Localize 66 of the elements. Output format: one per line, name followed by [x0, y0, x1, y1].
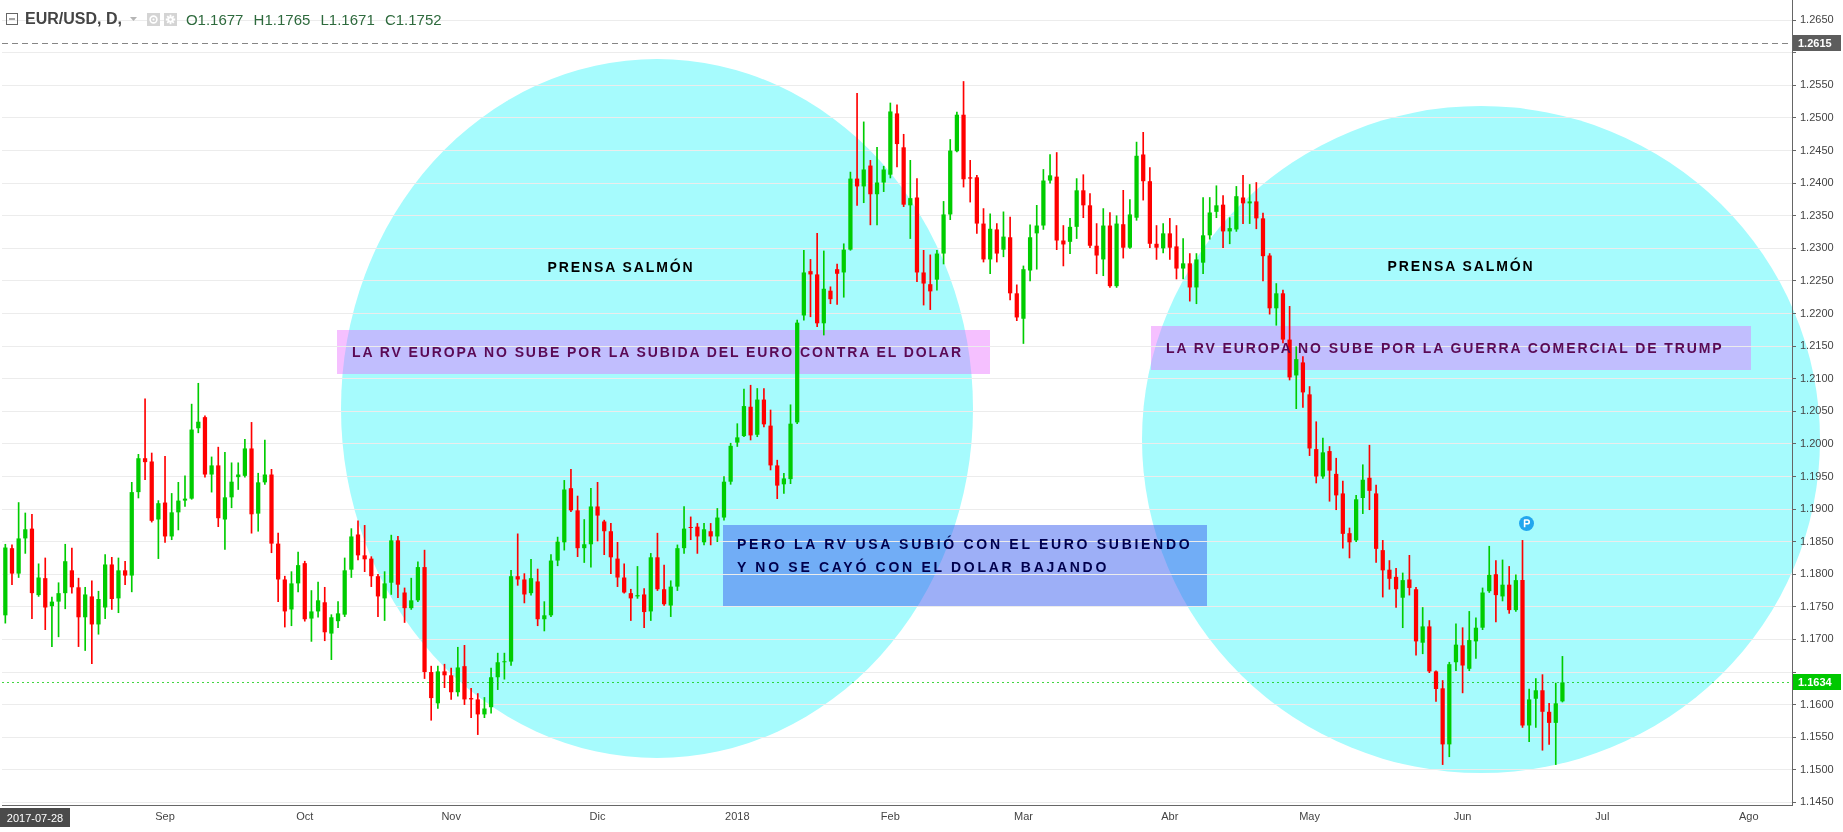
candlestick	[1247, 184, 1252, 224]
candlestick	[582, 519, 587, 563]
label-box: 2017-07-28	[0, 808, 70, 827]
candlestick	[908, 160, 913, 239]
candlestick	[928, 254, 933, 310]
candlestick	[409, 577, 414, 610]
candlestick	[1546, 702, 1552, 745]
candlestick	[122, 560, 128, 586]
candlestick	[1181, 238, 1186, 280]
ref-line-label: 1.2615	[1798, 36, 1832, 49]
x-tick-label: Ago	[1738, 809, 1759, 822]
x-tick-label: Jul	[1595, 809, 1610, 822]
candlestick	[735, 423, 740, 447]
candlestick	[861, 121, 866, 204]
candlestick	[834, 263, 840, 305]
y-tick-label: 1.2550	[1800, 78, 1834, 91]
y-tick-label: 1.1900	[1800, 502, 1834, 515]
y-tick-label: 1.2350	[1800, 208, 1834, 221]
y-tick-label: 1.2300	[1800, 241, 1834, 254]
y-tick-label: 1.2650	[1800, 13, 1834, 26]
candlestick	[182, 475, 188, 507]
y-tick-label: 1.1750	[1800, 599, 1834, 612]
text: EUR/USD, D,	[25, 10, 122, 28]
y-tick-label: 1.1950	[1800, 469, 1834, 482]
candlestick	[628, 588, 633, 621]
candlestick	[968, 160, 973, 203]
candlestick	[1553, 682, 1558, 765]
y-tick-label: 1.2500	[1800, 111, 1834, 124]
x-tick-label: Dic	[589, 809, 606, 822]
candlestick	[142, 398, 148, 481]
y-tick-label: 1.2000	[1800, 436, 1834, 449]
text: O1.1677 H1.1765 L1.1671 C1.1752	[185, 10, 442, 28]
y-tick-label: 1.1800	[1800, 567, 1834, 580]
x-tick-label: Feb	[880, 809, 900, 822]
candlestick	[1047, 154, 1053, 184]
candlestick	[1294, 346, 1299, 410]
candlestick	[708, 523, 713, 546]
y-tick-label: 1.2100	[1800, 371, 1834, 384]
x-tick-label: 2018	[725, 809, 750, 822]
y-tick-label: 1.2400	[1800, 176, 1834, 189]
candlestick	[542, 601, 547, 632]
y-tick-label: 1.1500	[1800, 762, 1834, 775]
y-tick-label: 1.2250	[1800, 273, 1834, 286]
candlestick	[222, 452, 228, 550]
y-tick-label: 1.1450	[1800, 795, 1834, 808]
x-tick-label: Jun	[1453, 809, 1472, 822]
y-tick-label: 1.2050	[1800, 404, 1834, 417]
x-tick-label: Oct	[296, 809, 314, 822]
annotation: PRENSA SALMÓN	[1387, 256, 1535, 276]
y-tick-label: 1.1600	[1800, 697, 1834, 710]
x-tick-label: Mar	[1013, 809, 1034, 822]
y-tick-label: 1.2150	[1800, 339, 1834, 352]
x-tick-label: Nov	[441, 809, 462, 822]
y-tick-label: 1.1700	[1800, 632, 1834, 645]
y-tick-label: 1.2450	[1800, 143, 1834, 156]
x-tick-label: May	[1299, 809, 1321, 822]
y-tick-label: 1.1850	[1800, 534, 1834, 547]
y-tick-label: 1.1550	[1800, 730, 1834, 743]
x-tick-label: Abr	[1161, 809, 1179, 822]
annotation: LA RV EUROPA NO SUBE POR LA SUBIDA DEL EURO CONTRA EL DOLAR	[352, 343, 963, 362]
candlestick	[688, 516, 693, 541]
ref-line-label: 1.1634	[1798, 675, 1833, 688]
candlestick	[23, 512, 28, 554]
y-tick-label: 1.2200	[1800, 306, 1834, 319]
x-tick-label: Sep	[155, 809, 175, 822]
annotation: PRENSA SALMÓN	[547, 257, 695, 277]
